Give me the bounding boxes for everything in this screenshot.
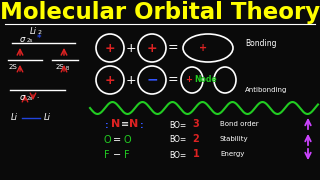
Text: −: − <box>146 72 158 86</box>
Text: σ: σ <box>20 93 25 102</box>
Text: Energy: Energy <box>220 151 244 157</box>
Text: Li: Li <box>11 114 18 123</box>
Text: =: = <box>168 73 178 87</box>
Text: Li: Li <box>29 26 36 35</box>
Text: =: = <box>168 42 178 55</box>
Text: :: : <box>105 120 109 129</box>
Text: F: F <box>124 150 130 160</box>
Text: +: + <box>147 42 157 55</box>
Text: A: A <box>18 66 22 71</box>
Text: +: + <box>126 73 136 87</box>
Text: B: B <box>65 66 69 71</box>
Text: ≡: ≡ <box>121 119 129 129</box>
Text: =: = <box>113 135 121 145</box>
Text: σ: σ <box>20 35 25 44</box>
Text: 2S: 2S <box>9 64 17 70</box>
Text: +: + <box>105 73 115 87</box>
Text: Stability: Stability <box>220 136 249 142</box>
Text: BO=: BO= <box>169 120 187 129</box>
Text: BO=: BO= <box>169 136 187 145</box>
Text: +: + <box>186 75 193 84</box>
Text: 3: 3 <box>193 119 199 129</box>
Text: 2s: 2s <box>27 39 33 44</box>
Text: O: O <box>103 135 111 145</box>
Text: +: + <box>199 43 207 53</box>
Text: 2s: 2s <box>27 96 33 102</box>
Text: Bonding: Bonding <box>245 39 276 48</box>
Text: BO=: BO= <box>169 150 187 159</box>
Text: Li: Li <box>44 114 51 123</box>
Text: +: + <box>105 42 115 55</box>
Text: Antibonding: Antibonding <box>245 87 287 93</box>
Text: N: N <box>111 119 121 129</box>
Text: 2S: 2S <box>56 64 64 70</box>
Text: *: * <box>37 33 41 42</box>
Text: Node: Node <box>195 75 217 84</box>
Text: 2: 2 <box>193 134 199 144</box>
Text: .: . <box>36 93 38 99</box>
Text: 2: 2 <box>38 30 42 35</box>
Text: O: O <box>123 135 131 145</box>
Text: 1: 1 <box>193 149 199 159</box>
Text: :: : <box>140 120 144 129</box>
Text: N: N <box>129 119 139 129</box>
Text: −: − <box>113 150 121 160</box>
Text: F: F <box>104 150 110 160</box>
Text: Molecular Orbital Theory: Molecular Orbital Theory <box>0 1 320 24</box>
Text: Bond order: Bond order <box>220 121 259 127</box>
Text: +: + <box>126 42 136 55</box>
